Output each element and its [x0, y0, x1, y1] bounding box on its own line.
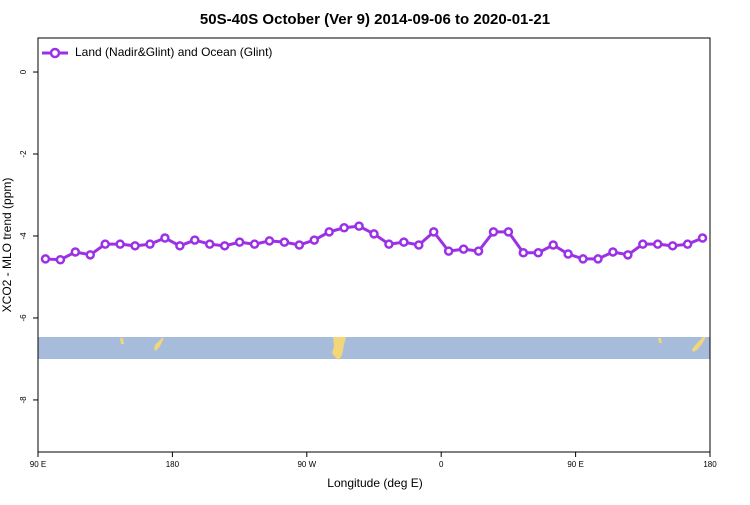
- legend-label: Land (Nadir&Glint) and Ocean (Glint): [75, 45, 272, 59]
- data-point: [623, 250, 633, 260]
- legend-marker: [49, 47, 61, 59]
- data-point: [279, 237, 290, 247]
- x-tick-label: 0: [439, 460, 444, 469]
- data-point: [219, 241, 230, 251]
- x-tick-label: 90 W: [297, 460, 316, 469]
- data-point: [249, 239, 260, 249]
- data-point: [533, 248, 544, 258]
- x-tick-label: 180: [166, 460, 180, 469]
- y-tick-label: -2: [19, 150, 28, 158]
- data-point: [234, 237, 245, 247]
- data-point: [369, 229, 379, 239]
- data-point: [548, 240, 558, 250]
- data-point: [638, 239, 648, 249]
- x-tick-label: 180: [703, 460, 717, 469]
- data-point: [458, 244, 469, 254]
- plot-frame: [37, 37, 711, 453]
- data-point: [294, 240, 305, 250]
- data-point: [608, 247, 618, 257]
- x-axis-label: Longitude (deg E): [327, 476, 422, 490]
- chart-title: 50S-40S October (Ver 9) 2014-09-06 to 20…: [200, 11, 550, 28]
- data-point: [324, 227, 334, 237]
- y-tick-label: 0: [19, 69, 28, 74]
- data-point: [697, 233, 708, 243]
- data-point: [667, 241, 678, 251]
- data-point: [100, 239, 110, 249]
- data-point: [384, 239, 394, 249]
- data-point: [190, 235, 200, 245]
- data-point: [652, 239, 663, 249]
- data-point: [145, 239, 155, 249]
- data-point: [428, 227, 439, 237]
- data-point: [339, 223, 349, 233]
- data-point: [204, 239, 215, 249]
- data-point: [473, 246, 484, 256]
- data-point: [175, 241, 185, 251]
- data-point: [70, 247, 81, 257]
- data-point: [682, 239, 693, 249]
- data-point: [85, 250, 96, 260]
- data-point: [55, 255, 66, 265]
- data-point: [160, 233, 170, 243]
- data-point: [578, 254, 588, 264]
- data-point: [488, 227, 499, 237]
- x-tick-label: 90 E: [567, 460, 583, 469]
- data-point: [115, 239, 125, 249]
- y-tick-label: -6: [19, 314, 28, 322]
- data-point: [518, 248, 529, 258]
- data-point: [40, 254, 51, 264]
- data-point: [414, 240, 424, 250]
- data-point: [399, 237, 409, 247]
- data-point: [354, 221, 364, 231]
- legend: Land (Nadir&Glint) and Ocean (Glint): [42, 45, 272, 59]
- data-point: [443, 246, 454, 256]
- data-point: [309, 235, 320, 245]
- data-point: [503, 227, 514, 237]
- y-axis-label: XCO2 - MLO trend (ppm): [0, 178, 14, 313]
- data-point: [264, 236, 275, 246]
- data-point: [563, 249, 573, 259]
- data-point: [593, 254, 603, 264]
- map-strip: [38, 337, 710, 360]
- x-tick-label: 90 E: [30, 460, 46, 469]
- data-point: [130, 241, 140, 251]
- y-tick-label: -4: [19, 232, 28, 240]
- y-tick-label: -8: [19, 396, 28, 404]
